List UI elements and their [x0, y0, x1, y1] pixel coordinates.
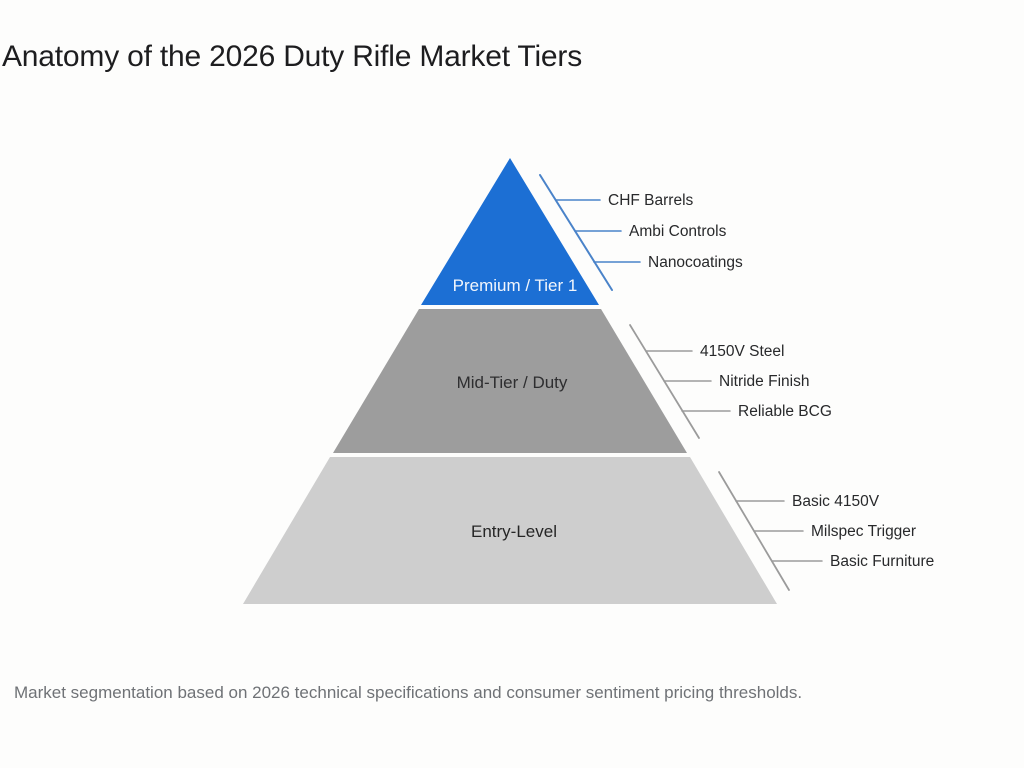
mid-feature-2: Nitride Finish — [719, 373, 809, 390]
entry-feature-2: Milspec Trigger — [811, 523, 916, 540]
entry-feature-3: Basic Furniture — [830, 553, 934, 570]
premium-feature-1: CHF Barrels — [608, 192, 694, 209]
premium-feature-3: Nanocoatings — [648, 254, 743, 271]
pyramid-diagram: Premium / Tier 1 Mid-Tier / Duty Entry-L… — [243, 158, 934, 604]
tier-premium-shape — [421, 158, 599, 305]
page-title: Anatomy of the 2026 Duty Rifle Market Ti… — [2, 40, 582, 73]
tier-premium-label: Premium / Tier 1 — [453, 276, 578, 295]
premium-feature-2: Ambi Controls — [629, 223, 727, 240]
mid-feature-3: Reliable BCG — [738, 403, 832, 420]
tier-entry-label: Entry-Level — [471, 522, 557, 541]
tier-entry-shape — [243, 457, 777, 604]
entry-feature-1: Basic 4150V — [792, 493, 880, 510]
caption-text: Market segmentation based on 2026 techni… — [14, 683, 803, 702]
tier-mid-label: Mid-Tier / Duty — [457, 373, 568, 392]
tier-mid-shape — [333, 309, 687, 453]
premium-leader-diagonal — [539, 174, 613, 291]
mid-feature-1: 4150V Steel — [700, 343, 784, 360]
